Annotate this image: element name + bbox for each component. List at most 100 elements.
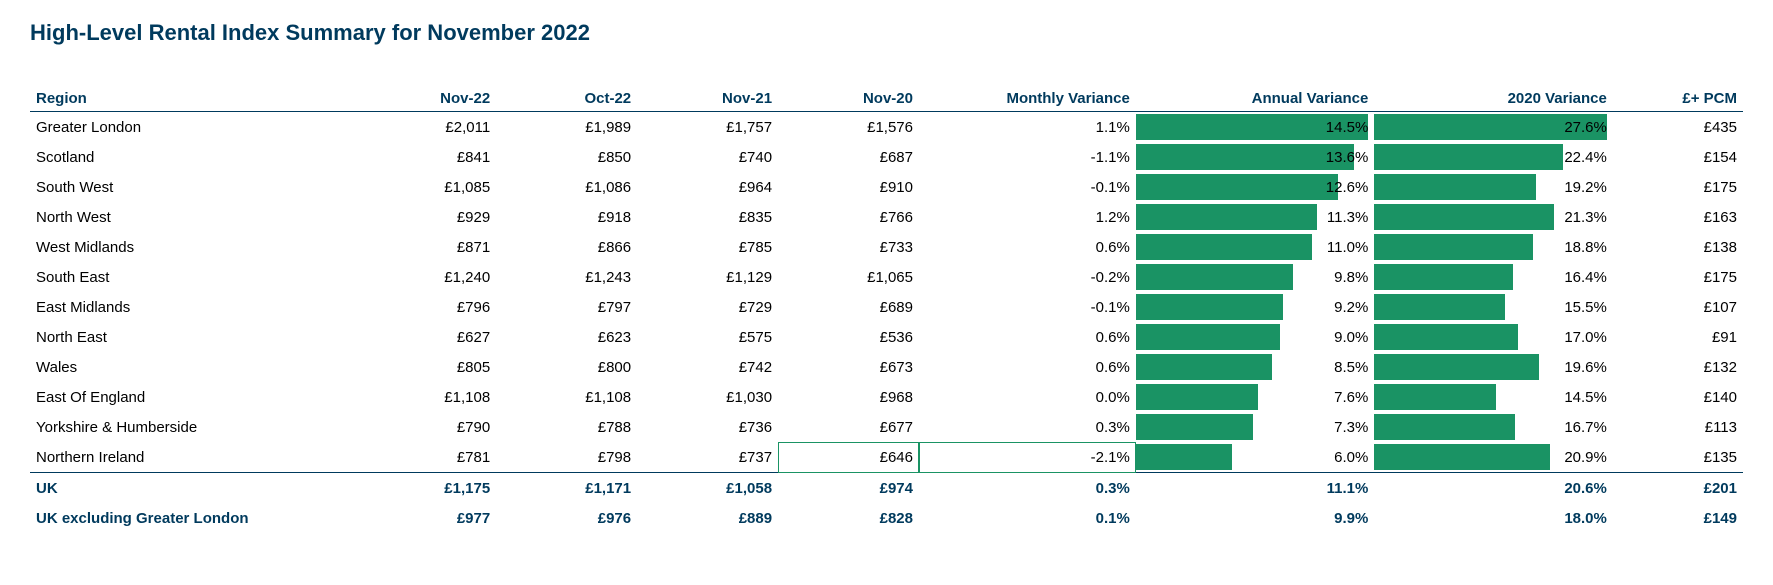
- table-row: South East£1,240£1,243£1,129£1,065-0.2%9…: [30, 262, 1743, 292]
- cell-nov20: £646: [778, 442, 919, 473]
- cell-annual-variance: 6.0%: [1136, 442, 1375, 473]
- rental-index-table: Region Nov-22 Oct-22 Nov-21 Nov-20 Month…: [30, 86, 1743, 533]
- cell-nov22: £1,240: [355, 262, 496, 292]
- cell-monthly-variance: -0.1%: [919, 172, 1136, 202]
- col-2020-variance: 2020 Variance: [1374, 86, 1613, 112]
- cell-value: 21.3%: [1564, 209, 1607, 226]
- cell-oct22: £976: [496, 503, 637, 533]
- cell-annual-variance: 9.0%: [1136, 322, 1375, 352]
- databar: [1374, 204, 1553, 230]
- cell-2020-variance: 17.0%: [1374, 322, 1613, 352]
- cell-pcm: £138: [1613, 232, 1743, 262]
- cell-region: East Of England: [30, 382, 355, 412]
- cell-2020-variance: 27.6%: [1374, 112, 1613, 143]
- cell-value: 9.8%: [1334, 269, 1368, 286]
- cell-value: 9.2%: [1334, 299, 1368, 316]
- cell-2020-variance: 18.8%: [1374, 232, 1613, 262]
- cell-value: 7.6%: [1334, 389, 1368, 406]
- cell-nov21: £964: [637, 172, 778, 202]
- cell-monthly-variance: -1.1%: [919, 142, 1136, 172]
- cell-value: 15.5%: [1564, 299, 1607, 316]
- cell-value: 12.6%: [1326, 179, 1369, 196]
- summary-row: UK excluding Greater London£977£976£889£…: [30, 503, 1743, 533]
- databar: [1136, 144, 1354, 170]
- databar: [1374, 354, 1539, 380]
- cell-2020-variance: 16.7%: [1374, 412, 1613, 442]
- cell-region: UK excluding Greater London: [30, 503, 355, 533]
- cell-value: 27.6%: [1564, 119, 1607, 136]
- cell-value: 19.2%: [1564, 179, 1607, 196]
- cell-value: 8.5%: [1334, 359, 1368, 376]
- cell-pcm: £435: [1613, 112, 1743, 143]
- cell-annual-variance: 8.5%: [1136, 352, 1375, 382]
- cell-pcm: £149: [1613, 503, 1743, 533]
- cell-value: 11.3%: [1327, 209, 1368, 226]
- cell-region: Scotland: [30, 142, 355, 172]
- summary-row: UK£1,175£1,171£1,058£9740.3%11.1%20.6%£2…: [30, 473, 1743, 504]
- databar: [1374, 324, 1517, 350]
- cell-region: North West: [30, 202, 355, 232]
- cell-oct22: £1,989: [496, 112, 637, 143]
- cell-annual-variance: 9.9%: [1136, 503, 1375, 533]
- col-pcm: £+ PCM: [1613, 86, 1743, 112]
- databar: [1136, 174, 1338, 200]
- cell-value: 6.0%: [1334, 449, 1368, 466]
- cell-annual-variance: 7.6%: [1136, 382, 1375, 412]
- cell-region: Yorkshire & Humberside: [30, 412, 355, 442]
- cell-nov22: £1,175: [355, 473, 496, 504]
- table-row: Yorkshire & Humberside£790£788£736£6770.…: [30, 412, 1743, 442]
- cell-pcm: £132: [1613, 352, 1743, 382]
- cell-nov21: £742: [637, 352, 778, 382]
- table-row: Wales£805£800£742£6730.6%8.5%19.6%£132: [30, 352, 1743, 382]
- databar: [1374, 414, 1515, 440]
- cell-monthly-variance: -0.2%: [919, 262, 1136, 292]
- table-row: East Of England£1,108£1,108£1,030£9680.0…: [30, 382, 1743, 412]
- page-title: High-Level Rental Index Summary for Nove…: [30, 20, 1743, 46]
- cell-annual-variance: 12.6%: [1136, 172, 1375, 202]
- cell-nov20: £910: [778, 172, 919, 202]
- cell-monthly-variance: 0.1%: [919, 503, 1136, 533]
- cell-nov20: £828: [778, 503, 919, 533]
- cell-pcm: £91: [1613, 322, 1743, 352]
- cell-nov22: £977: [355, 503, 496, 533]
- databar: [1374, 384, 1496, 410]
- cell-value: 16.4%: [1564, 269, 1607, 286]
- cell-region: UK: [30, 473, 355, 504]
- cell-region: Northern Ireland: [30, 442, 355, 473]
- cell-annual-variance: 13.6%: [1136, 142, 1375, 172]
- cell-region: East Midlands: [30, 292, 355, 322]
- cell-nov22: £929: [355, 202, 496, 232]
- cell-value: 17.0%: [1564, 329, 1607, 346]
- cell-monthly-variance: 0.3%: [919, 412, 1136, 442]
- col-nov22: Nov-22: [355, 86, 496, 112]
- databar: [1136, 204, 1317, 230]
- cell-nov22: £841: [355, 142, 496, 172]
- cell-oct22: £1,086: [496, 172, 637, 202]
- cell-value: 16.7%: [1564, 419, 1607, 436]
- cell-nov21: £729: [637, 292, 778, 322]
- databar: [1136, 354, 1272, 380]
- cell-monthly-variance: 1.1%: [919, 112, 1136, 143]
- cell-value: 19.6%: [1564, 359, 1607, 376]
- cell-monthly-variance: 0.6%: [919, 322, 1136, 352]
- cell-2020-variance: 21.3%: [1374, 202, 1613, 232]
- cell-value: 20.9%: [1564, 449, 1607, 466]
- cell-2020-variance: 18.0%: [1374, 503, 1613, 533]
- cell-pcm: £175: [1613, 262, 1743, 292]
- cell-annual-variance: 9.2%: [1136, 292, 1375, 322]
- databar: [1136, 234, 1312, 260]
- cell-annual-variance: 11.0%: [1136, 232, 1375, 262]
- databar: [1136, 444, 1232, 470]
- cell-nov21: £737: [637, 442, 778, 473]
- cell-annual-variance: 7.3%: [1136, 412, 1375, 442]
- cell-nov21: £1,757: [637, 112, 778, 143]
- cell-pcm: £201: [1613, 473, 1743, 504]
- cell-oct22: £1,171: [496, 473, 637, 504]
- cell-nov21: £1,058: [637, 473, 778, 504]
- databar: [1136, 384, 1258, 410]
- databar: [1374, 264, 1512, 290]
- cell-2020-variance: 20.6%: [1374, 473, 1613, 504]
- cell-pcm: £113: [1613, 412, 1743, 442]
- cell-value: 11.0%: [1327, 239, 1368, 256]
- cell-oct22: £850: [496, 142, 637, 172]
